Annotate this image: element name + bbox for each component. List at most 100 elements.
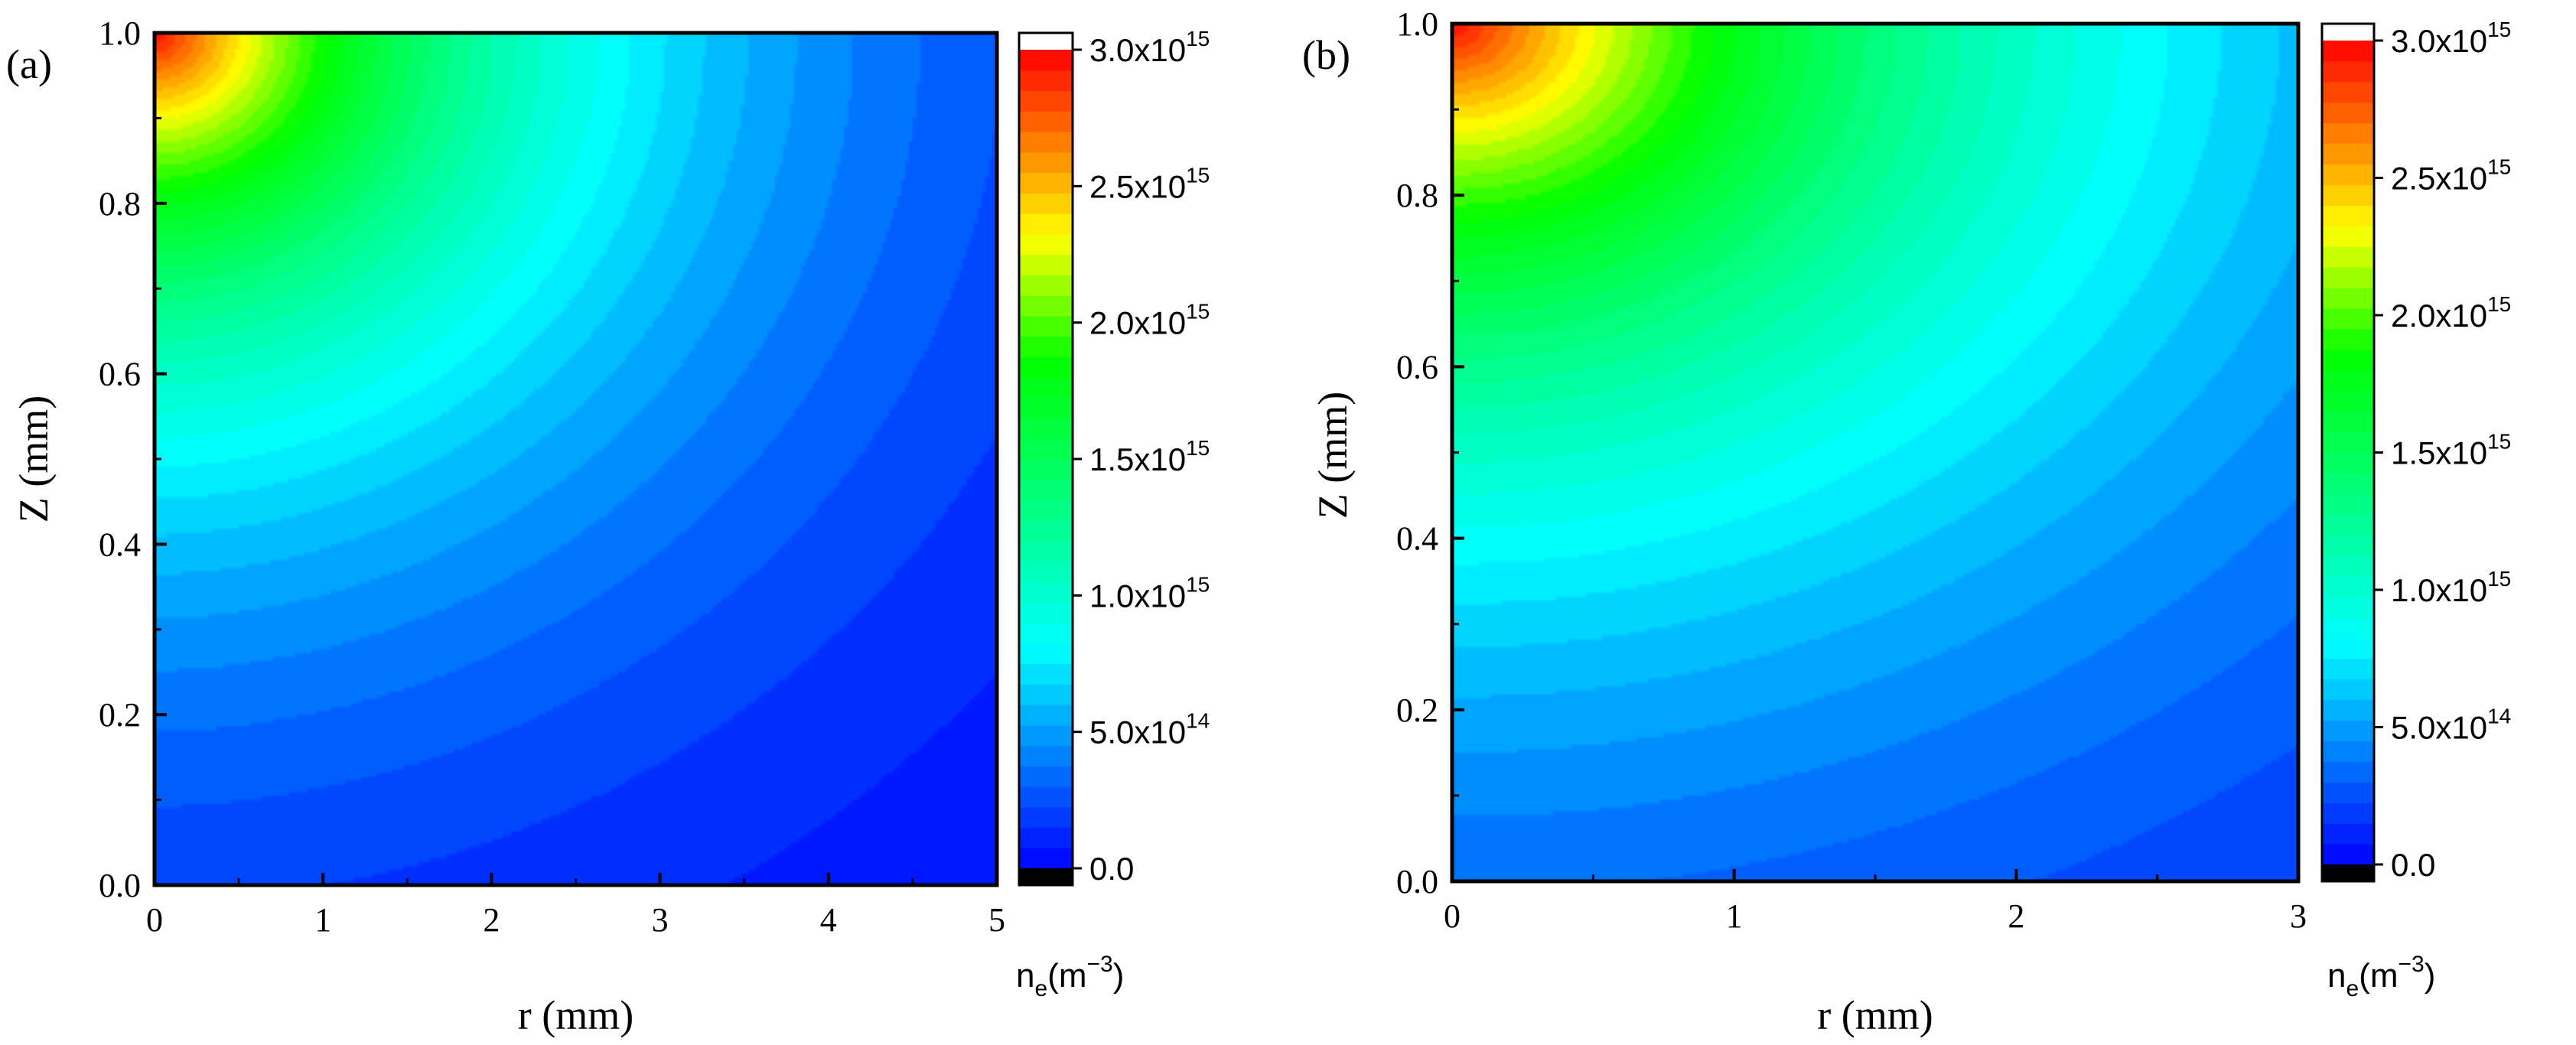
colorbar-tick-label: 1.5x1015 — [1089, 436, 1210, 477]
colorbar-band — [1019, 90, 1073, 112]
colorbar-band — [1019, 724, 1073, 747]
colorbar-tick-label: 1.0x1015 — [1089, 572, 1210, 614]
colorbar-tick-label: 5.0x1014 — [1089, 709, 1210, 750]
colorbar-band — [1019, 213, 1073, 235]
y-axis-label: Z (mm) — [11, 396, 57, 522]
colorbar-band — [1019, 315, 1073, 337]
panel-b: 0 1 2 3 0.0 0.2 0.4 0.6 0.8 1.0 r (mm) Z (mm) (b) 0.0… — [1302, 5, 2511, 1038]
colorbar-band — [1019, 70, 1073, 92]
y-axis-label: Z (mm) — [1310, 392, 1356, 519]
colorbar-band — [1019, 786, 1073, 808]
colorbar-band — [2322, 81, 2374, 103]
colorbar-band — [2322, 431, 2374, 454]
y-tick-label: 0.6 — [99, 356, 141, 393]
colorbar-band — [1019, 193, 1073, 214]
colorbar-band — [1019, 172, 1073, 194]
y-tick-label: 0.2 — [1396, 692, 1438, 729]
y-tick-label: 0.6 — [1396, 348, 1438, 386]
colorbar-band — [1019, 233, 1073, 256]
colorbar-band — [1019, 806, 1073, 829]
colorbar-band — [1019, 50, 1073, 71]
colorbar-band — [2322, 596, 2374, 618]
colorbar-band — [1019, 561, 1073, 583]
x-tick-label: 0 — [1444, 897, 1461, 935]
colorbar-band — [1019, 500, 1073, 521]
colorbar-band — [2322, 658, 2374, 680]
panel-a: 0 1 2 3 4 5 0.0 0.2 0.4 0.6 0.8 1.0 r (mm) Z (mm) (a) 0… — [6, 15, 1210, 1038]
colorbar-tick-label: 1.0x1015 — [2391, 567, 2511, 608]
contour-field — [155, 33, 997, 885]
colorbar-band — [1019, 541, 1073, 562]
colorbar-band — [2322, 390, 2374, 412]
colorbar-tick-label: 2.0x1015 — [2391, 292, 2511, 334]
colorbar-band — [2322, 452, 2374, 474]
colorbar-band — [2322, 473, 2374, 494]
colorbar-band — [1019, 520, 1073, 542]
y-tick-label: 0.0 — [1396, 863, 1438, 900]
colorbar-band — [1019, 356, 1073, 378]
colorbar-band — [2322, 617, 2374, 639]
colorbar-band — [2322, 349, 2374, 371]
colorbar-tick-label: 2.5x1015 — [1089, 163, 1210, 204]
colorbar-tick-label: 1.5x1015 — [2391, 430, 2511, 471]
y-tick-label: 0.8 — [99, 185, 141, 223]
colorbar-band — [2322, 60, 2374, 83]
colorbar-band — [2322, 288, 2374, 309]
colorbar-band — [2322, 122, 2374, 145]
colorbar-cap-bottom — [2322, 864, 2374, 881]
colorbar-band — [2322, 205, 2374, 226]
colorbar-cap-bottom — [1019, 868, 1073, 885]
x-tick-label: 1 — [1726, 897, 1743, 935]
y-tick-label: 0.8 — [1396, 177, 1438, 214]
y-tick-label: 0.4 — [1396, 520, 1438, 558]
colorbar-band — [1019, 275, 1073, 296]
colorbar-band — [1019, 623, 1073, 644]
x-tick-label: 3 — [652, 901, 669, 939]
y-tick-label: 0.4 — [99, 526, 141, 563]
colorbar-band — [2322, 555, 2374, 577]
x-axis-label: r (mm) — [1817, 992, 1933, 1038]
colorbar-band — [2322, 761, 2374, 783]
y-tick-label: 0.0 — [99, 867, 141, 904]
colorbar-tick-label: 3.0x1015 — [1089, 27, 1210, 68]
panel-label: (a) — [6, 41, 52, 87]
x-tick-label: 2 — [2008, 897, 2024, 935]
colorbar-band — [1019, 479, 1073, 501]
colorbar-band — [1019, 418, 1073, 439]
colorbar-band — [1019, 848, 1073, 869]
y-tick-label: 1.0 — [99, 15, 141, 52]
colorbar-band — [1019, 663, 1073, 685]
colorbar-label: ne(m−3) — [2327, 952, 2435, 1001]
y-tick-label: 1.0 — [1396, 5, 1438, 43]
colorbar-tick-label: 0.0 — [2391, 847, 2435, 883]
contour-field — [1452, 24, 2298, 881]
colorbar-band — [1019, 397, 1073, 419]
x-axis-label: r (mm) — [518, 992, 633, 1038]
colorbar-band — [2322, 41, 2374, 62]
colorbar-band — [2322, 267, 2374, 288]
colorbar-band — [2322, 637, 2374, 659]
colorbar-band — [1019, 132, 1073, 153]
colorbar-band — [1019, 295, 1073, 317]
colorbar: 0.0 5.0x1014 1.0x1015 1.5x1015 2.0x1015 2.5x1… — [2320, 18, 2511, 1001]
colorbar-tick-label: 2.5x1015 — [2391, 155, 2511, 197]
colorbar-band — [2322, 164, 2374, 186]
colorbar-band — [1019, 111, 1073, 132]
colorbar-band — [2322, 102, 2374, 124]
x-tick-label: 0 — [146, 901, 163, 939]
colorbar-tick-label: 0.0 — [1089, 851, 1134, 887]
colorbar-band — [2322, 143, 2374, 165]
colorbar-band — [1019, 827, 1073, 848]
y-tick-label: 0.2 — [99, 696, 141, 734]
colorbar: 0.0 5.0x1014 1.0x1015 1.5x1015 2.0x1015 2.5x1… — [1016, 27, 1210, 1001]
colorbar-band — [2322, 576, 2374, 597]
colorbar-band — [2322, 720, 2374, 742]
colorbar-tick-label: 3.0x1015 — [2391, 18, 2511, 59]
colorbar-band — [1019, 459, 1073, 480]
colorbar-tick-label: 2.0x1015 — [1089, 300, 1210, 341]
colorbar-band — [1019, 438, 1073, 460]
x-tick-label: 1 — [314, 901, 331, 939]
colorbar-band — [1019, 643, 1073, 665]
colorbar-band — [2322, 246, 2374, 268]
